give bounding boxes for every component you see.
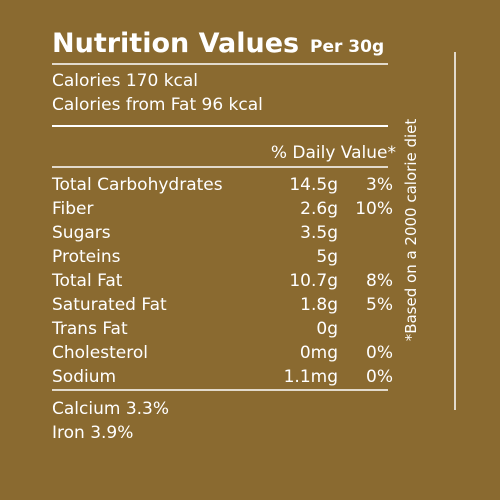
nutrient-name: Total Carbohydrates xyxy=(51,175,223,195)
title: Nutrition Values xyxy=(52,28,299,59)
nutrient-name: Fiber xyxy=(52,199,94,219)
nutrient-amount: 1.8g xyxy=(300,295,338,315)
nutrient-amount: 5g xyxy=(316,247,338,267)
nutrient-amount: 3.5g xyxy=(300,223,338,243)
nutrient-name: Cholesterol xyxy=(52,343,148,363)
nutrient-name: Trans Fat xyxy=(51,319,128,339)
nutrient-name: Proteins xyxy=(52,247,121,267)
nutrient-amount: 2.6g xyxy=(300,199,338,219)
serving: Per 30g xyxy=(310,37,384,57)
nutrient-dv: 10% xyxy=(355,199,393,219)
mineral: Iron 3.9% xyxy=(52,423,133,443)
footnote: *Based on a 2000 calorie diet xyxy=(402,119,420,342)
nutrient-dv: 0% xyxy=(366,343,393,363)
nutrient-amount: 0g xyxy=(316,319,338,339)
calories-fat: Calories from Fat 96 kcal xyxy=(52,95,263,115)
nutrient-name: Sodium xyxy=(52,367,116,387)
nutrient-amount: 14.5g xyxy=(289,175,338,195)
nutrient-dv: 8% xyxy=(366,271,393,291)
nutrient-amount: 10.7g xyxy=(289,271,338,291)
nutrient-dv: 3% xyxy=(366,175,393,195)
nutrient-name: Saturated Fat xyxy=(52,295,167,315)
nutrient-dv: 5% xyxy=(366,295,393,315)
nutrient-name: Sugars xyxy=(52,223,111,243)
mineral: Calcium 3.3% xyxy=(52,399,169,419)
nutrient-amount: 1.1mg xyxy=(284,367,338,387)
nutrient-name: Total Fat xyxy=(51,271,123,291)
nutrient-amount: 0mg xyxy=(300,343,338,363)
calories: Calories 170 kcal xyxy=(52,71,198,91)
nutrient-dv: 0% xyxy=(366,367,393,387)
dv-header: % Daily Value* xyxy=(271,143,396,163)
